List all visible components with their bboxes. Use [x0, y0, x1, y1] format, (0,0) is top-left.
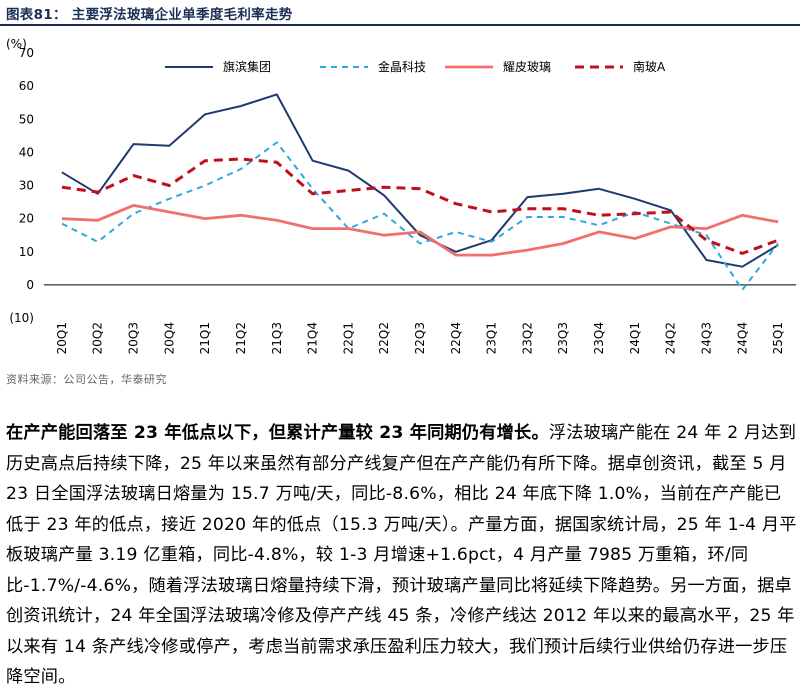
- x-tick-label: 23Q4: [592, 322, 606, 354]
- y-axis-unit-label: (%): [6, 37, 27, 51]
- x-tick-label: 25Q1: [771, 322, 785, 354]
- x-tick-label: 24Q3: [699, 322, 713, 354]
- series-line-南玻A: [61, 157, 779, 255]
- x-tick-label: 24Q1: [628, 322, 642, 354]
- series-line-旗滨集团: [61, 93, 779, 268]
- title-underline: [0, 24, 800, 26]
- x-tick-label: 21Q3: [270, 322, 284, 354]
- x-tick-label: 20Q2: [91, 322, 105, 354]
- x-tick-label: 23Q3: [556, 322, 570, 354]
- source-note: 资料来源：公司公告，华泰研究: [6, 373, 167, 386]
- x-tick-label: 23Q2: [520, 322, 534, 354]
- x-tick-label: 21Q4: [306, 322, 320, 354]
- y-tick-label: 70: [19, 46, 34, 60]
- x-tick-label: 22Q3: [413, 322, 427, 354]
- gross-margin-line-chart: (%) (10) 0 10 20 30 40 50 60 70 20Q1 20Q2 20Q3 20Q4…: [6, 37, 796, 354]
- x-tick-label: 24Q2: [664, 322, 678, 354]
- y-tick-label: 40: [19, 145, 34, 159]
- y-tick-label: 50: [19, 112, 34, 126]
- x-tick-label: 22Q1: [341, 322, 355, 354]
- x-tick-label: 20Q3: [127, 322, 141, 354]
- series-line-耀皮玻璃: [61, 203, 779, 257]
- y-tick-label: 0: [26, 278, 34, 292]
- analysis-paragraph: 在产产能回落至 23 年低点以下，但累计产量较 23 年同期仍有增长。浮法玻璃产…: [6, 418, 798, 693]
- x-tick-label: 20Q1: [55, 322, 69, 354]
- y-tick-label: (10): [9, 311, 34, 325]
- y-tick-label: 30: [19, 179, 34, 193]
- y-tick-label: 60: [19, 79, 34, 93]
- x-tick-label: 24Q4: [735, 322, 749, 354]
- x-tick-label: 22Q4: [449, 322, 463, 354]
- x-tick-label: 21Q2: [234, 322, 248, 354]
- legend-label: 耀皮玻璃: [503, 60, 551, 74]
- series-line-金晶科技: [61, 141, 779, 291]
- paragraph-body: 浮法玻璃产能在 24 年 2 月达到历史高点后持续下降，25 年以来虽然有部分产…: [6, 423, 797, 687]
- figure-title: 图表81： 主要浮法玻璃企业单季度毛利率走势: [6, 7, 293, 23]
- y-tick-label: 20: [19, 212, 34, 226]
- paragraph-lead: 在产产能回落至 23 年低点以下，但累计产量较 23 年同期仍有增长。: [6, 423, 549, 443]
- legend-label: 旗滨集团: [223, 59, 271, 74]
- y-tick-label: 10: [19, 245, 34, 259]
- x-tick-label: 23Q1: [485, 322, 499, 354]
- legend-label: 金晶科技: [378, 59, 426, 74]
- legend-label: 南玻A: [633, 59, 666, 74]
- x-tick-label: 22Q2: [377, 322, 391, 354]
- x-tick-label: 21Q1: [198, 322, 212, 354]
- x-tick-label: 20Q4: [162, 322, 176, 354]
